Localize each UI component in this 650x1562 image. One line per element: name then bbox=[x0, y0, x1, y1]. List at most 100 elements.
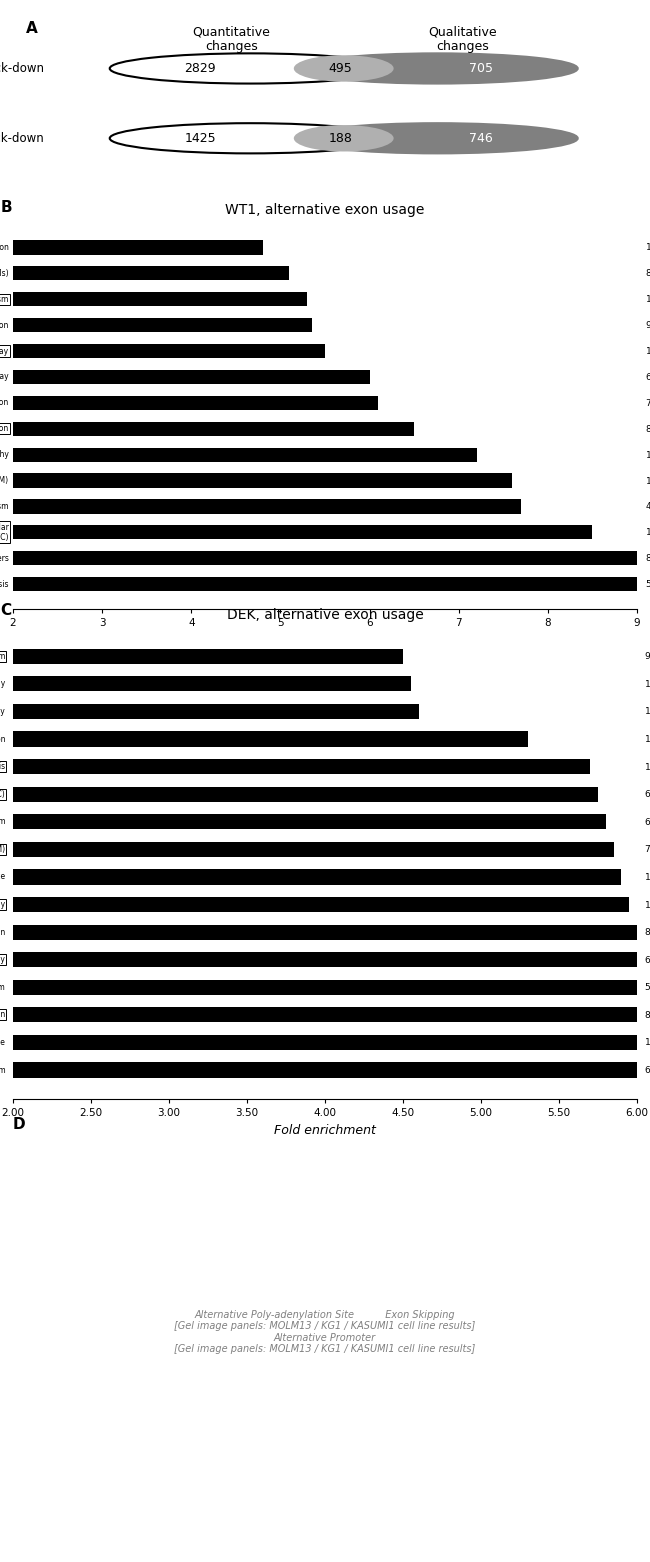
Text: 8  /  84  /  0.0032: 8 / 84 / 0.0032 bbox=[646, 425, 650, 433]
Text: 10  /  85  /  0.0001: 10 / 85 / 0.0001 bbox=[646, 476, 650, 486]
Text: hsa04640:Hematopoietic cell lineage: hsa04640:Hematopoietic cell lineage bbox=[0, 1037, 5, 1047]
Ellipse shape bbox=[294, 125, 394, 152]
Text: Quantitative
changes: Quantitative changes bbox=[192, 25, 270, 53]
Bar bbox=[13, 842, 614, 858]
Bar bbox=[13, 473, 512, 487]
Text: 8  /  44  /  0.0001: 8 / 44 / 0.0001 bbox=[646, 553, 650, 562]
Text: 9/  153/  0.0364: 9/ 153/ 0.0364 bbox=[645, 651, 650, 661]
Text: hsa05414:Dilated cardiomyopathy: hsa05414:Dilated cardiomyopathy bbox=[0, 956, 5, 964]
Text: hsa04730:Long-term depression: hsa04730:Long-term depression bbox=[0, 928, 5, 937]
Text: 7  /  78  /  0.0092: 7 / 78 / 0.0092 bbox=[646, 398, 650, 408]
Text: B: B bbox=[1, 200, 12, 216]
Text: C: C bbox=[1, 603, 12, 619]
Text: 11/  186/  0.0173: 11/ 186/ 0.0173 bbox=[645, 679, 650, 689]
Text: DEK knock-down: DEK knock-down bbox=[0, 131, 44, 145]
Text: 5/  56/  0.0497: 5/ 56/ 0.0497 bbox=[645, 982, 650, 992]
Text: WT1 knock-down: WT1 knock-down bbox=[0, 62, 44, 75]
Text: 12  /  76  /  0.0000: 12 / 76 / 0.0000 bbox=[646, 528, 650, 537]
Bar bbox=[13, 979, 650, 995]
Text: hsa00534:Heparan sulfate biosynthesis: hsa00534:Heparan sulfate biosynthesis bbox=[0, 580, 8, 589]
Text: 746: 746 bbox=[469, 131, 493, 145]
Text: 6/  74/  0.0363: 6/ 74/ 0.0363 bbox=[645, 817, 650, 826]
Text: 11/  129/  0.0013: 11/ 129/ 0.0013 bbox=[645, 873, 650, 881]
Text: 11/  86/  0.0000: 11/ 86/ 0.0000 bbox=[645, 1037, 650, 1047]
Text: hsa05410:Hypertrophic cardiomyopathy (HCM): hsa05410:Hypertrophic cardiomyopathy (HC… bbox=[0, 845, 5, 854]
Text: hsa05412:Arrhythmogenic right ventricular
cardiomyopathy (ARVC): hsa05412:Arrhythmogenic right ventricula… bbox=[0, 523, 8, 542]
Bar bbox=[13, 395, 378, 409]
Bar bbox=[13, 292, 307, 306]
Bar bbox=[13, 319, 311, 333]
Text: 705: 705 bbox=[469, 62, 493, 75]
Bar bbox=[13, 1007, 650, 1023]
Text: 10  /  92  /  0.0003: 10 / 92 / 0.0003 bbox=[646, 450, 650, 459]
Text: hsa04260:Cardiac muscle contraction: hsa04260:Cardiac muscle contraction bbox=[0, 398, 8, 408]
Text: 6/  45/  0.0049: 6/ 45/ 0.0049 bbox=[645, 1065, 650, 1075]
Bar bbox=[13, 241, 263, 255]
Text: hsa00561:Glycerolipid metabolism: hsa00561:Glycerolipid metabolism bbox=[0, 1065, 5, 1075]
Text: hsa00860:Porphyrin and chlorophyll metabolism: hsa00860:Porphyrin and chlorophyll metab… bbox=[0, 501, 8, 511]
Bar bbox=[13, 704, 419, 719]
Bar bbox=[13, 525, 592, 539]
Bar bbox=[13, 422, 414, 436]
Text: hsa04360:Axon guidance: hsa04360:Axon guidance bbox=[0, 873, 5, 881]
Text: 8/  92/  0.0077: 8/ 92/ 0.0077 bbox=[645, 928, 650, 937]
Text: hsa00590:Arachidonic acid metabolism: hsa00590:Arachidonic acid metabolism bbox=[0, 982, 5, 992]
Bar bbox=[13, 576, 650, 592]
Bar bbox=[13, 870, 621, 884]
Text: 6/  76/  0.0401: 6/ 76/ 0.0401 bbox=[645, 790, 650, 798]
Text: A: A bbox=[25, 22, 37, 36]
X-axis label: Fold enrichment: Fold enrichment bbox=[274, 633, 376, 647]
Ellipse shape bbox=[297, 53, 578, 83]
Bar bbox=[13, 676, 411, 692]
Text: hsa04020:Calcium signaling pathway: hsa04020:Calcium signaling pathway bbox=[0, 347, 8, 356]
Title: WT1, alternative exon usage: WT1, alternative exon usage bbox=[226, 203, 424, 217]
Text: hsa00230:Purine metabolism: hsa00230:Purine metabolism bbox=[0, 295, 8, 303]
Bar bbox=[13, 731, 528, 747]
Text: 12  /  175  /  0.0024: 12 / 175 / 0.0024 bbox=[646, 347, 650, 356]
Ellipse shape bbox=[297, 123, 578, 153]
Text: 14/  201/  0.0014: 14/ 201/ 0.0014 bbox=[645, 734, 650, 744]
Text: hsa04020:Calcium signaling pathway: hsa04020:Calcium signaling pathway bbox=[0, 900, 5, 909]
Bar bbox=[13, 787, 598, 801]
Text: hsa05412:Arrhythmogenic right ventricular cardiomyopathy (ARVC): hsa05412:Arrhythmogenic right ventricula… bbox=[0, 790, 5, 798]
Text: 8/  84/  0.0047: 8/ 84/ 0.0047 bbox=[645, 1011, 650, 1020]
Bar bbox=[13, 448, 476, 462]
Text: hsa05410:Hypertrophic cardiomyopathy (HCM): hsa05410:Hypertrophic cardiomyopathy (HC… bbox=[0, 476, 8, 486]
Text: 6/  69/  0.0280: 6/ 69/ 0.0280 bbox=[645, 956, 650, 964]
Text: 14/  183/  0.0006: 14/ 183/ 0.0006 bbox=[645, 762, 650, 772]
Text: hsa04144:Endocytosis: hsa04144:Endocytosis bbox=[0, 762, 5, 772]
Text: Alternative Poly-adenylation Site          Exon Skipping
[Gel image panels: MOLM: Alternative Poly-adenylation Site Exon S… bbox=[174, 1309, 476, 1354]
Text: D: D bbox=[13, 1117, 25, 1132]
Bar bbox=[13, 648, 403, 664]
Text: hsa04512:ECM-receptor interaction: hsa04512:ECM-receptor interaction bbox=[0, 1011, 5, 1020]
Text: hsa04512:ECM-receptor interaction: hsa04512:ECM-receptor interaction bbox=[0, 425, 8, 433]
Text: 188: 188 bbox=[329, 131, 352, 145]
Text: 5  /  26  /  0.0028: 5 / 26 / 0.0028 bbox=[646, 580, 650, 589]
Bar bbox=[13, 897, 629, 912]
Text: hsa02010:ABC transporters: hsa02010:ABC transporters bbox=[0, 553, 8, 562]
Text: hsa00230:Purine metabolism: hsa00230:Purine metabolism bbox=[0, 651, 5, 661]
Text: 8  /  130  /  0.0311: 8 / 130 / 0.0311 bbox=[646, 269, 650, 278]
Text: 6  /  69  /  0.0215: 6 / 69 / 0.0215 bbox=[646, 372, 650, 381]
Text: Qualitative
changes: Qualitative changes bbox=[428, 25, 497, 53]
Bar bbox=[13, 500, 521, 514]
Ellipse shape bbox=[110, 123, 391, 153]
Text: 7/  85/  0.0187: 7/ 85/ 0.0187 bbox=[645, 845, 650, 854]
Text: hsa04810:Regulation of actin cytoskeleton: hsa04810:Regulation of actin cytoskeleto… bbox=[0, 244, 8, 251]
Text: hsa04510:Focal adhesion: hsa04510:Focal adhesion bbox=[0, 734, 5, 744]
Bar bbox=[13, 759, 590, 775]
Bar bbox=[13, 1036, 650, 1050]
Bar bbox=[13, 551, 650, 565]
Text: 2829: 2829 bbox=[185, 62, 216, 75]
Bar bbox=[13, 370, 370, 384]
Bar bbox=[13, 266, 289, 281]
Text: 1425: 1425 bbox=[185, 131, 216, 145]
Text: hsa04514:Cell adhesion molecules (CAMs): hsa04514:Cell adhesion molecules (CAMs) bbox=[0, 269, 8, 278]
Bar bbox=[13, 344, 325, 358]
X-axis label: Fold enrichment: Fold enrichment bbox=[274, 1123, 376, 1137]
Text: 15/  175/  0.0001: 15/ 175/ 0.0001 bbox=[645, 900, 650, 909]
Bar bbox=[13, 1062, 650, 1078]
Text: hsa04010:MAPK signaling pathway: hsa04010:MAPK signaling pathway bbox=[0, 708, 5, 715]
Text: 9  /  134  /  0.0124: 9 / 134 / 0.0124 bbox=[646, 320, 650, 330]
Bar bbox=[13, 925, 637, 940]
